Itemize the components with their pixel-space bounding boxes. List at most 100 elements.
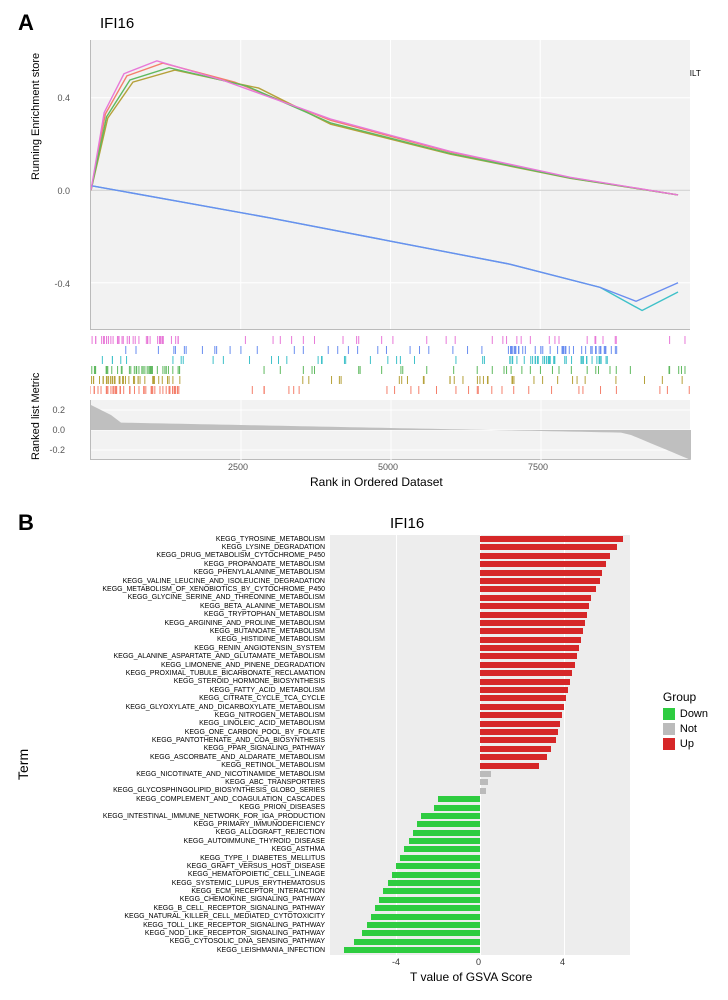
bar-label: KEGG_ALLOGRAFT_REJECTION bbox=[15, 829, 325, 836]
legend-item: Down bbox=[663, 708, 708, 720]
bar-label: KEGG_NICOTINATE_AND_NICOTINAMIDE_METABOL… bbox=[15, 771, 325, 778]
bar-row: KEGG_PRIMARY_IMMUNODEFICIENCY bbox=[330, 820, 630, 828]
bar-row: KEGG_SYSTEMIC_LUPUS_ERYTHEMATOSUS bbox=[330, 879, 630, 887]
bar-row: KEGG_LIMONENE_AND_PINENE_DEGRADATION bbox=[330, 661, 630, 669]
bar-rect bbox=[480, 603, 589, 609]
gsea-rug-plot bbox=[90, 335, 690, 395]
bar-label: KEGG_SYSTEMIC_LUPUS_ERYTHEMATOSUS bbox=[15, 880, 325, 887]
bar-rect bbox=[480, 687, 568, 693]
bar-rect bbox=[367, 922, 480, 928]
bar-label: KEGG_GLYCINE_SERINE_AND_THREONINE_METABO… bbox=[15, 594, 325, 601]
bar-row: KEGG_RETINOL_METABOLISM bbox=[330, 762, 630, 770]
bar-label: KEGG_NITROGEN_METABOLISM bbox=[15, 712, 325, 719]
bar-row: KEGG_ARGININE_AND_PROLINE_METABOLISM bbox=[330, 619, 630, 627]
bar-row: KEGG_HEMATOPOIETIC_CELL_LINEAGE bbox=[330, 871, 630, 879]
bar-rect bbox=[371, 914, 480, 920]
metric-y-label: Ranked list Metric bbox=[30, 373, 42, 460]
bar-rect bbox=[400, 855, 480, 861]
bar-rect bbox=[344, 947, 481, 953]
bar-label: KEGG_ABC_TRANSPORTERS bbox=[15, 779, 325, 786]
bar-rect bbox=[480, 645, 579, 651]
legend-item: Not bbox=[663, 723, 708, 735]
bar-row: KEGG_ECM_RECEPTOR_INTERACTION bbox=[330, 887, 630, 895]
bar-rect bbox=[434, 805, 480, 811]
ranked-metric-plot bbox=[90, 400, 690, 460]
bar-label: KEGG_CITRATE_CYCLE_TCA_CYCLE bbox=[15, 695, 325, 702]
bar-row: KEGG_HISTIDINE_METABOLISM bbox=[330, 636, 630, 644]
bar-row: KEGG_CYTOSOLIC_DNA_SENSING_PATHWAY bbox=[330, 938, 630, 946]
bar-rect bbox=[375, 905, 480, 911]
panel-b: B IFI16 Term KEGG_TYROSINE_METABOLISMKEG… bbox=[10, 510, 718, 990]
bar-label: KEGG_LIMONENE_AND_PINENE_DEGRADATION bbox=[15, 662, 325, 669]
bar-rect bbox=[480, 620, 585, 626]
bar-rect bbox=[383, 888, 480, 894]
bar-row: KEGG_TRYPTOPHAN_METABOLISM bbox=[330, 611, 630, 619]
bar-rect bbox=[480, 695, 566, 701]
bar-label: KEGG_PROXIMAL_TUBULE_BICARBONATE_RECLAMA… bbox=[15, 670, 325, 677]
bar-rect bbox=[480, 637, 581, 643]
bar-rect bbox=[480, 771, 491, 777]
bar-row: KEGG_LEISHMANIA_INFECTION bbox=[330, 946, 630, 954]
bar-row: KEGG_TOLL_LIKE_RECEPTOR_SIGNALING_PATHWA… bbox=[330, 921, 630, 929]
bar-rect bbox=[388, 880, 480, 886]
bar-label: KEGG_PRIMARY_IMMUNODEFICIENCY bbox=[15, 821, 325, 828]
bar-label: KEGG_BUTANOATE_METABOLISM bbox=[15, 628, 325, 635]
bar-label: KEGG_VALINE_LEUCINE_AND_ISOLEUCINE_DEGRA… bbox=[15, 578, 325, 585]
bar-rect bbox=[480, 788, 486, 794]
bar-row: KEGG_GLYCOSPHINGOLIPID_BIOSYNTHESIS_GLOB… bbox=[330, 787, 630, 795]
bar-row: KEGG_ABC_TRANSPORTERS bbox=[330, 778, 630, 786]
bar-row: KEGG_STEROID_HORMONE_BIOSYNTHESIS bbox=[330, 678, 630, 686]
rank-x-label: Rank in Ordered Dataset bbox=[310, 475, 443, 489]
bar-chart: KEGG_TYROSINE_METABOLISMKEGG_LYSINE_DEGR… bbox=[330, 535, 630, 955]
bar-rect bbox=[480, 662, 575, 668]
bar-row: KEGG_VALINE_LEUCINE_AND_ISOLEUCINE_DEGRA… bbox=[330, 577, 630, 585]
bar-row: KEGG_NATURAL_KILLER_CELL_MEDIATED_CYTOTO… bbox=[330, 913, 630, 921]
bar-rect bbox=[480, 578, 600, 584]
bar-row: KEGG_B_CELL_RECEPTOR_SIGNALING_PATHWAY bbox=[330, 904, 630, 912]
bar-row: KEGG_ASTHMA bbox=[330, 845, 630, 853]
bar-label: KEGG_ASCORBATE_AND_ALDARATE_METABOLISM bbox=[15, 754, 325, 761]
bar-row: KEGG_PHENYLALANINE_METABOLISM bbox=[330, 569, 630, 577]
bar-label: KEGG_PANTOTHENATE_AND_COA_BIOSYNTHESIS bbox=[15, 737, 325, 744]
bar-label: KEGG_TRYPTOPHAN_METABOLISM bbox=[15, 611, 325, 618]
bar-row: KEGG_PPAR_SIGNALING_PATHWAY bbox=[330, 745, 630, 753]
bar-label: KEGG_NATURAL_KILLER_CELL_MEDIATED_CYTOTO… bbox=[15, 913, 325, 920]
bar-rect bbox=[480, 712, 562, 718]
bar-rect bbox=[421, 813, 480, 819]
bar-label: KEGG_METABOLISM_OF_XENOBIOTICS_BY_CYTOCH… bbox=[15, 586, 325, 593]
bar-row: KEGG_GLYCINE_SERINE_AND_THREONINE_METABO… bbox=[330, 594, 630, 602]
bar-row: KEGG_FATTY_ACID_METABOLISM bbox=[330, 686, 630, 694]
bar-row: KEGG_GLYOXYLATE_AND_DICARBOXYLATE_METABO… bbox=[330, 703, 630, 711]
bar-rect bbox=[392, 872, 480, 878]
bar-row: KEGG_ONE_CARBON_POOL_BY_FOLATE bbox=[330, 728, 630, 736]
bar-label: KEGG_GLYCOSPHINGOLIPID_BIOSYNTHESIS_GLOB… bbox=[15, 787, 325, 794]
bar-label: KEGG_B_CELL_RECEPTOR_SIGNALING_PATHWAY bbox=[15, 905, 325, 912]
bar-row: KEGG_PROPANOATE_METABOLISM bbox=[330, 560, 630, 568]
bar-rect bbox=[413, 830, 480, 836]
bar-label: KEGG_TYPE_I_DIABETES_MELLITUS bbox=[15, 855, 325, 862]
bar-row: KEGG_RENIN_ANGIOTENSIN_SYSTEM bbox=[330, 644, 630, 652]
bar-label: KEGG_INTESTINAL_IMMUNE_NETWORK_FOR_IGA_P… bbox=[15, 813, 325, 820]
bar-row: KEGG_METABOLISM_OF_XENOBIOTICS_BY_CYTOCH… bbox=[330, 585, 630, 593]
bar-rect bbox=[480, 746, 551, 752]
bar-label: KEGG_LEISHMANIA_INFECTION bbox=[15, 947, 325, 954]
bar-row: KEGG_ASCORBATE_AND_ALDARATE_METABOLISM bbox=[330, 753, 630, 761]
bar-label: KEGG_GRAFT_VERSUS_HOST_DISEASE bbox=[15, 863, 325, 870]
panel-a-title: IFI16 bbox=[100, 15, 134, 32]
bar-rect bbox=[480, 729, 558, 735]
bar-row: KEGG_ALANINE_ASPARTATE_AND_GLUTAMATE_MET… bbox=[330, 652, 630, 660]
bar-row: KEGG_TYPE_I_DIABETES_MELLITUS bbox=[330, 854, 630, 862]
bar-label: KEGG_ECM_RECEPTOR_INTERACTION bbox=[15, 888, 325, 895]
bar-row: KEGG_NOD_LIKE_RECEPTOR_SIGNALING_PATHWAY bbox=[330, 929, 630, 937]
bar-row: KEGG_GRAFT_VERSUS_HOST_DISEASE bbox=[330, 862, 630, 870]
bar-legend-title: Group bbox=[663, 690, 708, 704]
bar-rect bbox=[480, 570, 602, 576]
bar-row: KEGG_INTESTINAL_IMMUNE_NETWORK_FOR_IGA_P… bbox=[330, 812, 630, 820]
bar-rect bbox=[480, 561, 606, 567]
bar-rect bbox=[480, 670, 572, 676]
bar-rect bbox=[480, 595, 591, 601]
bar-label: KEGG_BETA_ALANINE_METABOLISM bbox=[15, 603, 325, 610]
panel-b-label: B bbox=[18, 510, 34, 536]
bar-rect bbox=[362, 930, 480, 936]
bar-label: KEGG_PPAR_SIGNALING_PATHWAY bbox=[15, 745, 325, 752]
